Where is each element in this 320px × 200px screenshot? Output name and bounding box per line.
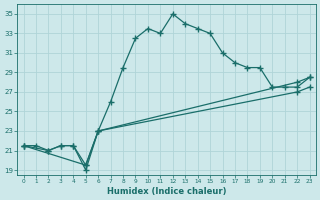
X-axis label: Humidex (Indice chaleur): Humidex (Indice chaleur)	[107, 187, 226, 196]
